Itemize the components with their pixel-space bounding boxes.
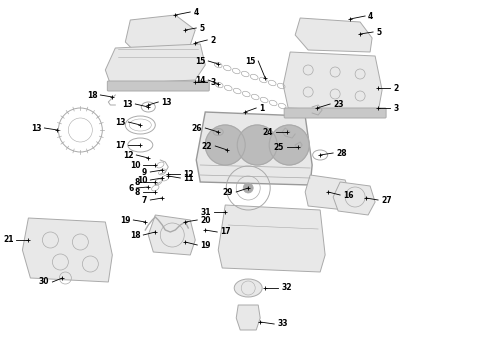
FancyBboxPatch shape — [107, 81, 209, 91]
Polygon shape — [148, 215, 195, 255]
Polygon shape — [236, 305, 260, 330]
Circle shape — [243, 183, 253, 193]
Circle shape — [205, 125, 245, 165]
Text: 22: 22 — [202, 141, 212, 150]
Text: 14: 14 — [195, 76, 205, 85]
Text: 28: 28 — [336, 149, 347, 158]
Text: 13: 13 — [161, 98, 172, 107]
Text: 19: 19 — [200, 240, 211, 249]
Text: 32: 32 — [281, 284, 292, 292]
Text: 10: 10 — [130, 161, 140, 170]
Polygon shape — [125, 15, 195, 52]
Polygon shape — [283, 52, 382, 112]
Text: 13: 13 — [122, 99, 132, 108]
Polygon shape — [218, 205, 325, 272]
Text: 29: 29 — [223, 188, 233, 197]
Text: 19: 19 — [120, 216, 130, 225]
Text: 33: 33 — [277, 320, 288, 328]
Polygon shape — [23, 218, 112, 282]
Text: 10: 10 — [137, 176, 147, 185]
Polygon shape — [105, 44, 205, 84]
Text: 26: 26 — [192, 123, 202, 132]
Text: 5: 5 — [199, 23, 204, 32]
Text: 31: 31 — [201, 207, 211, 216]
Ellipse shape — [234, 279, 262, 297]
Text: 8: 8 — [135, 188, 140, 197]
Text: 23: 23 — [333, 99, 343, 108]
Text: 13: 13 — [31, 123, 41, 132]
Text: 12: 12 — [183, 170, 194, 179]
Text: 9: 9 — [142, 167, 147, 176]
Text: 6: 6 — [128, 184, 133, 193]
Text: 17: 17 — [115, 140, 125, 149]
Ellipse shape — [227, 146, 245, 158]
Text: 18: 18 — [130, 230, 140, 239]
Ellipse shape — [209, 144, 227, 156]
Text: 2: 2 — [393, 84, 398, 93]
Polygon shape — [295, 18, 372, 52]
Text: 21: 21 — [3, 235, 13, 244]
Text: 15: 15 — [195, 57, 205, 66]
Text: 24: 24 — [263, 127, 273, 136]
Text: 4: 4 — [368, 12, 373, 21]
Text: 7: 7 — [142, 195, 147, 204]
Text: 16: 16 — [343, 190, 354, 199]
Text: 11: 11 — [183, 174, 194, 183]
Polygon shape — [333, 182, 375, 215]
Circle shape — [237, 125, 277, 165]
Text: 20: 20 — [200, 216, 211, 225]
FancyBboxPatch shape — [284, 108, 386, 118]
Polygon shape — [196, 112, 312, 185]
Circle shape — [269, 125, 309, 165]
Text: 13: 13 — [115, 117, 125, 126]
Text: 2: 2 — [210, 36, 216, 45]
Text: 4: 4 — [193, 8, 198, 17]
Text: 3: 3 — [210, 77, 216, 86]
Text: 27: 27 — [381, 195, 392, 204]
Text: 12: 12 — [123, 150, 133, 159]
Text: 30: 30 — [39, 278, 49, 287]
Text: 18: 18 — [87, 90, 98, 99]
Text: 1: 1 — [259, 104, 265, 112]
Polygon shape — [305, 175, 350, 210]
Text: 15: 15 — [245, 57, 255, 66]
Text: 5: 5 — [376, 27, 381, 36]
Text: 17: 17 — [220, 228, 231, 237]
Text: 25: 25 — [274, 143, 284, 152]
Text: 3: 3 — [393, 104, 398, 112]
Text: 8: 8 — [135, 177, 140, 186]
